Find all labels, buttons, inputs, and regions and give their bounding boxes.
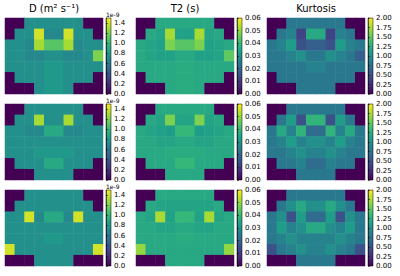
svg-text:1.4: 1.4 <box>114 105 126 113</box>
svg-text:0.01: 0.01 <box>245 249 261 257</box>
svg-text:0.50: 0.50 <box>376 243 392 251</box>
svg-text:0.00: 0.00 <box>245 90 261 98</box>
svg-text:0.06: 0.06 <box>245 14 261 22</box>
svg-text:0.4: 0.4 <box>114 70 126 78</box>
svg-text:1.25: 1.25 <box>376 129 392 137</box>
svg-text:1e-9: 1e-9 <box>106 11 120 18</box>
svg-text:0.4: 0.4 <box>114 242 126 250</box>
svg-text:0.02: 0.02 <box>245 65 261 73</box>
svg-text:0.04: 0.04 <box>245 39 261 47</box>
svg-text:0.03: 0.03 <box>245 138 261 146</box>
svg-text:1.00: 1.00 <box>376 52 392 60</box>
svg-text:1.50: 1.50 <box>376 205 392 213</box>
svg-text:1e-9: 1e-9 <box>106 182 120 190</box>
svg-text:0.8: 0.8 <box>114 49 125 57</box>
svg-text:0.05: 0.05 <box>245 27 261 35</box>
svg-text:0.2: 0.2 <box>114 166 125 174</box>
svg-text:1.00: 1.00 <box>376 224 392 232</box>
svg-text:2.00: 2.00 <box>376 100 392 108</box>
svg-text:0.8: 0.8 <box>114 135 125 143</box>
svg-text:0.03: 0.03 <box>245 52 261 60</box>
svg-text:0.4: 0.4 <box>114 156 126 164</box>
svg-text:1.0: 1.0 <box>114 39 125 47</box>
svg-text:T2 (s): T2 (s) <box>170 3 200 14</box>
svg-text:0.05: 0.05 <box>245 199 261 207</box>
svg-text:0.2: 0.2 <box>114 80 125 88</box>
svg-text:0.25: 0.25 <box>376 81 392 89</box>
svg-text:0.0: 0.0 <box>114 262 125 270</box>
svg-text:0.03: 0.03 <box>245 224 261 232</box>
svg-text:0.02: 0.02 <box>245 237 261 245</box>
svg-text:1.25: 1.25 <box>376 215 392 223</box>
svg-text:Kurtosis: Kurtosis <box>296 3 336 14</box>
svg-text:0.02: 0.02 <box>245 151 261 159</box>
svg-text:1.75: 1.75 <box>376 196 392 204</box>
svg-text:0.8: 0.8 <box>114 221 125 229</box>
svg-text:1.50: 1.50 <box>376 33 392 41</box>
svg-text:1e-9: 1e-9 <box>106 96 120 104</box>
svg-text:0.0: 0.0 <box>114 176 125 184</box>
svg-text:0.00: 0.00 <box>376 90 392 98</box>
svg-text:0.75: 0.75 <box>376 148 392 156</box>
svg-text:D (m² s⁻¹): D (m² s⁻¹) <box>29 3 79 14</box>
svg-text:0.6: 0.6 <box>114 232 126 240</box>
svg-text:0.06: 0.06 <box>245 186 261 194</box>
svg-text:0.06: 0.06 <box>245 100 261 108</box>
svg-text:0.50: 0.50 <box>376 71 392 79</box>
svg-text:0.6: 0.6 <box>114 60 126 68</box>
svg-text:0.75: 0.75 <box>376 234 392 242</box>
svg-text:1.00: 1.00 <box>376 138 392 146</box>
svg-text:0.25: 0.25 <box>376 253 392 261</box>
svg-text:0.04: 0.04 <box>245 125 261 133</box>
svg-text:0.75: 0.75 <box>376 62 392 70</box>
svg-text:1.2: 1.2 <box>114 115 125 123</box>
svg-text:1.75: 1.75 <box>376 110 392 118</box>
svg-text:0.00: 0.00 <box>376 176 392 184</box>
svg-text:0.00: 0.00 <box>245 262 261 270</box>
svg-text:0.6: 0.6 <box>114 146 126 154</box>
svg-text:0.05: 0.05 <box>245 113 261 121</box>
svg-text:0.04: 0.04 <box>245 211 261 219</box>
svg-text:0.50: 0.50 <box>376 157 392 165</box>
svg-text:1.0: 1.0 <box>114 211 125 219</box>
svg-text:2.00: 2.00 <box>376 14 392 22</box>
svg-text:0.00: 0.00 <box>245 176 261 184</box>
svg-text:1.25: 1.25 <box>376 43 392 51</box>
svg-text:0.2: 0.2 <box>114 252 125 260</box>
svg-text:0.25: 0.25 <box>376 167 392 175</box>
svg-text:0.01: 0.01 <box>245 77 261 85</box>
svg-text:1.75: 1.75 <box>376 24 392 32</box>
svg-text:0.00: 0.00 <box>376 262 392 270</box>
svg-text:1.4: 1.4 <box>114 191 126 199</box>
svg-text:1.2: 1.2 <box>114 201 125 209</box>
svg-text:1.4: 1.4 <box>114 19 126 27</box>
svg-text:2.00: 2.00 <box>376 186 392 194</box>
svg-text:0.01: 0.01 <box>245 163 261 171</box>
svg-text:1.2: 1.2 <box>114 29 125 37</box>
svg-text:1.0: 1.0 <box>114 125 125 133</box>
svg-text:1.50: 1.50 <box>376 119 392 127</box>
svg-text:0.0: 0.0 <box>114 90 125 98</box>
